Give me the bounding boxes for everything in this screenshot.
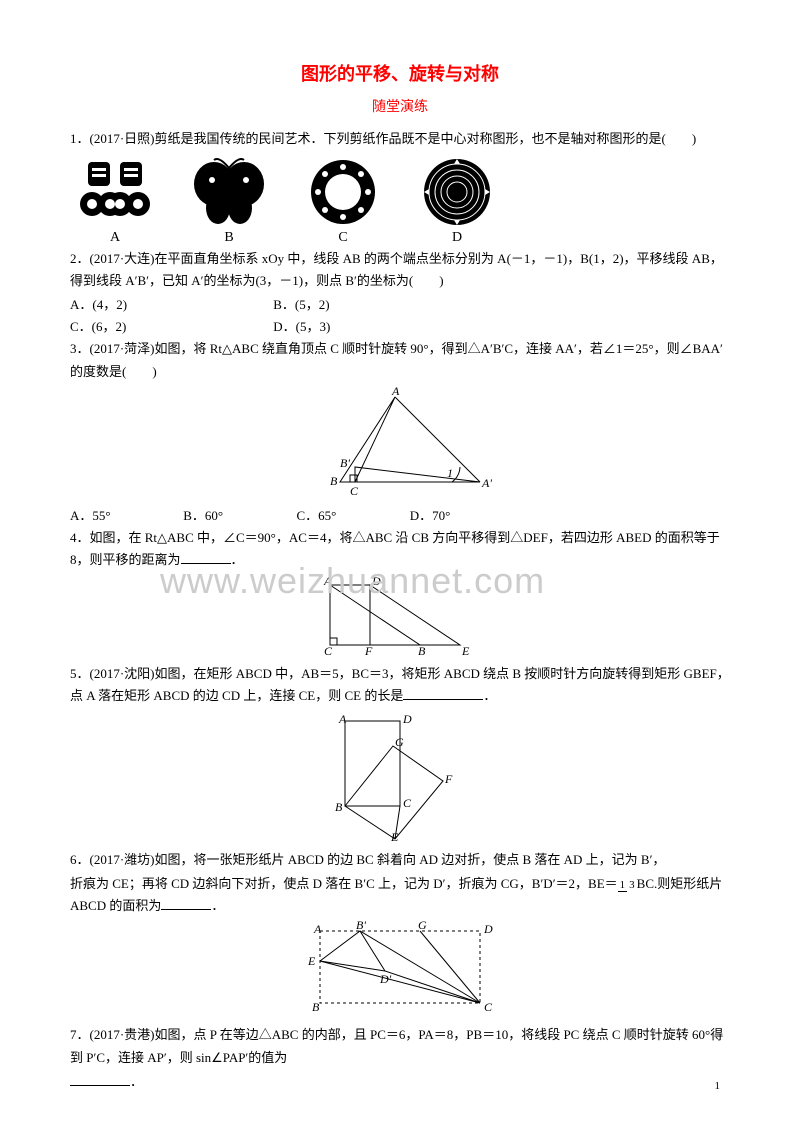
q3-opts: A．55° B．60° C．65° D．70°: [70, 505, 730, 527]
svg-text:A: A: [391, 387, 400, 398]
subtitle: 随堂演练: [70, 96, 730, 116]
q3-figure: A B B' C A' 1: [70, 387, 730, 501]
q4-text: 4．如图，在 Rt△ABC 中，∠C＝90°，AC＝4，将△ABC 沿 CB 方…: [70, 527, 730, 571]
q1-label-b: B: [224, 230, 233, 246]
q3-opt-a: A．55°: [70, 505, 180, 527]
q3-opt-b: B．60°: [183, 505, 293, 527]
q5-blank: [403, 687, 483, 700]
svg-text:E: E: [390, 830, 399, 841]
q1-option-d: D: [412, 156, 502, 246]
svg-text:B': B': [340, 456, 350, 470]
ring-icon: [298, 156, 388, 228]
q4-blank: [181, 551, 231, 564]
page-number: 1: [715, 1080, 721, 1092]
q6-blank: [161, 897, 211, 910]
svg-text:D': D': [379, 972, 392, 986]
q3-text: 3．(2017·菏泽)如图，将 Rt△ABC 绕直角顶点 C 顺时针旋转 90°…: [70, 338, 730, 382]
q2-opts-ab: A．(4，2) B．(5，2): [70, 294, 730, 316]
medallion-icon: [412, 156, 502, 228]
q5-figure: A D G F B C E: [70, 711, 730, 845]
q2-opt-a: A．(4，2): [70, 294, 270, 316]
q2-opts-cd: C．(6，2) D．(5，3): [70, 316, 730, 338]
q6-figure: A B' G D E D' B C: [70, 921, 730, 1020]
svg-text:A: A: [338, 712, 347, 726]
svg-text:B: B: [418, 644, 426, 655]
svg-text:A': A': [481, 476, 492, 490]
svg-text:F: F: [364, 644, 373, 655]
q1-option-b: B: [184, 156, 274, 246]
svg-text:E: E: [307, 954, 316, 968]
q2-opt-b: B．(5，2): [273, 294, 473, 316]
q3-opt-c: C．65°: [297, 505, 407, 527]
q1-option-c: C: [298, 156, 388, 246]
svg-text:C: C: [403, 796, 412, 810]
fold-rect-icon: A B' G D E D' B C: [300, 921, 500, 1016]
fraction-icon: 13: [618, 880, 637, 891]
q2-opt-c: C．(6，2): [70, 316, 270, 338]
q5-text-b: ．: [483, 688, 496, 703]
q1-label-d: D: [452, 230, 462, 246]
q7-text-a: 7．(2017·贵港)如图，点 P 在等边△ABC 的内部，且 PC＝6，PA＝…: [70, 1027, 723, 1064]
svg-text:B: B: [330, 474, 338, 488]
svg-text:A: A: [323, 575, 332, 588]
q4-figure: A D C F B E: [70, 575, 730, 659]
triangle-rotate-icon: A B B' C A' 1: [300, 387, 500, 497]
q6-line1: 6．(2017·潍坊)如图，将一张矩形纸片 ABCD 的边 BC 斜着向 AD …: [70, 849, 730, 871]
svg-text:C: C: [324, 644, 333, 655]
svg-text:B: B: [335, 800, 343, 814]
q4-text-a: 4．如图，在 Rt△ABC 中，∠C＝90°，AC＝4，将△ABC 沿 CB 方…: [70, 530, 720, 567]
main-title: 图形的平移、旋转与对称: [70, 60, 730, 86]
q6-line2: 折痕为 CE；再将 CD 边斜向下对折，使点 D 落在 B′C 上，记为 D′，…: [70, 873, 730, 917]
butterfly-icon: [184, 156, 274, 228]
svg-text:C: C: [484, 1000, 493, 1014]
q7-blank: [70, 1073, 130, 1086]
papercut-icon: [70, 156, 160, 228]
svg-text:A: A: [313, 922, 322, 936]
q2-text: 2．(2017·大连)在平面直角坐标系 xOy 中，线段 AB 的两个端点坐标分…: [70, 248, 730, 292]
q5-text-a: 5．(2017·沈阳)如图，在矩形 ABCD 中，AB＝5，BC＝3，将矩形 A…: [70, 666, 730, 703]
page-content: 图形的平移、旋转与对称 随堂演练 1．(2017·日照)剪纸是我国传统的民间艺术…: [0, 0, 800, 1093]
svg-text:E: E: [461, 644, 470, 655]
svg-text:G: G: [418, 921, 427, 932]
q1-label-a: A: [110, 230, 120, 246]
q7-text: 7．(2017·贵港)如图，点 P 在等边△ABC 的内部，且 PC＝6，PA＝…: [70, 1024, 730, 1068]
svg-text:D: D: [483, 922, 493, 936]
svg-text:D: D: [402, 712, 412, 726]
rect-rotate-icon: A D G F B C E: [325, 711, 475, 841]
q1-text: 1．(2017·日照)剪纸是我国传统的民间艺术．下列剪纸作品既不是中心对称图形，…: [70, 128, 730, 150]
q1-option-a: A: [70, 156, 160, 246]
translate-triangle-icon: A D C F B E: [310, 575, 490, 655]
q4-text-b: ．: [231, 552, 244, 567]
q3-opt-d: D．70°: [410, 505, 520, 527]
svg-text:B': B': [356, 921, 366, 932]
svg-text:C: C: [350, 484, 359, 497]
svg-text:G: G: [395, 735, 404, 749]
q6-text-b: 折痕为 CE；再将 CD 边斜向下对折，使点 D 落在 B′C 上，记为 D′，…: [70, 876, 618, 891]
q7-blank-line: ．: [70, 1071, 730, 1093]
svg-text:F: F: [444, 772, 453, 786]
q5-text: 5．(2017·沈阳)如图，在矩形 ABCD 中，AB＝5，BC＝3，将矩形 A…: [70, 663, 730, 707]
svg-text:1: 1: [447, 466, 453, 480]
q1-options: A B: [70, 156, 730, 246]
svg-text:D: D: [371, 575, 381, 588]
q6-text-d: ．: [211, 898, 224, 913]
svg-text:B: B: [312, 1000, 320, 1014]
q7-text-b: ．: [130, 1074, 143, 1089]
q1-label-c: C: [338, 230, 347, 246]
q2-opt-d: D．(5，3): [273, 316, 473, 338]
